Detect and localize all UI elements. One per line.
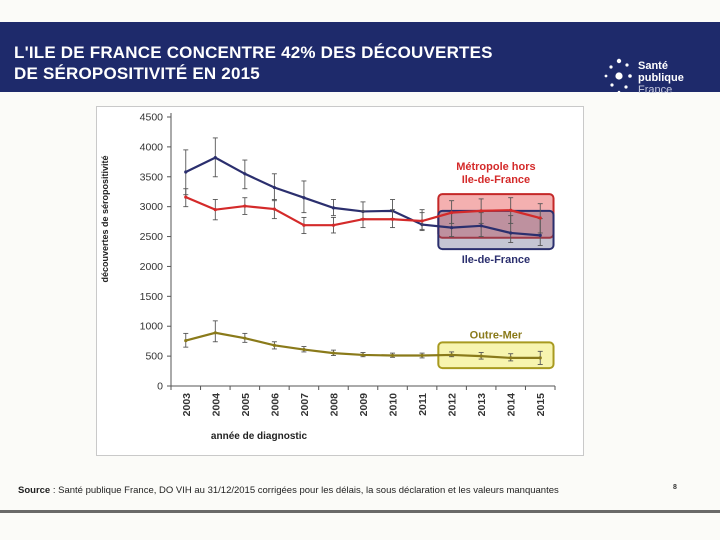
data-point-ile-de-france	[479, 224, 483, 228]
source-note: Source : Santé publique France, DO VIH a…	[18, 485, 559, 496]
slide-title: L'ILE DE FRANCE CONCENTRE 42% DES DÉCOUV…	[14, 42, 589, 84]
x-tick-label: 2007	[299, 393, 311, 417]
data-point-ile-de-france	[538, 233, 542, 237]
x-tick-label: 2008	[328, 393, 340, 417]
sante-publique-logo: Santé publique France	[602, 58, 712, 102]
line-chart: 0 500 1000 1500 2000 2500 3000 3500 4000 4500 2003…	[100, 112, 556, 442]
data-point-outre-mer	[479, 354, 483, 358]
slide-title-line2: DE SÉROPOSITIVITÉ EN 2015	[14, 64, 260, 83]
data-point-metropole-hors-ile-de-france	[450, 211, 454, 215]
data-point-ile-de-france	[272, 185, 276, 190]
y-tick-label: 2000	[140, 261, 164, 273]
chart-panel: 0 500 1000 1500 2000 2500 3000 3500 4000 4500 2003…	[96, 106, 584, 456]
footer-divider	[0, 510, 720, 513]
data-point-metropole-hors-ile-de-france	[243, 204, 247, 208]
data-point-outre-mer	[213, 331, 217, 335]
x-axis-label: année de diagnostic	[211, 431, 308, 442]
data-point-outre-mer	[361, 353, 365, 357]
data-point-metropole-hors-ile-de-france	[390, 217, 395, 221]
x-tick-label: 2014	[506, 393, 518, 417]
source-label: Source	[18, 485, 51, 496]
annotation-metropole-line1: Métropole hors	[456, 161, 535, 173]
source-text: : Santé publique France, DO VIH au 31/12…	[50, 485, 559, 496]
y-tick-label: 500	[145, 351, 163, 363]
data-point-metropole-hors-ile-de-france	[420, 219, 424, 223]
data-point-ile-de-france	[213, 156, 217, 160]
y-tick-label: 1500	[140, 291, 164, 303]
data-point-outre-mer	[243, 336, 247, 340]
annotation-metropole-line2: Ile-de-France	[462, 174, 530, 186]
logo-line1: Santé	[638, 60, 668, 72]
logo-line2: publique	[638, 72, 684, 84]
logo-dots-icon	[604, 58, 632, 94]
annotation-idf: Ile-de-France	[462, 254, 530, 266]
data-point-outre-mer	[450, 353, 454, 357]
x-tick-label: 2011	[417, 393, 429, 416]
x-tick-label: 2012	[447, 393, 459, 417]
y-tick-label: 0	[157, 381, 163, 393]
data-point-metropole-hors-ile-de-france	[184, 195, 188, 199]
data-point-metropole-hors-ile-de-france	[538, 216, 542, 220]
data-point-ile-de-france	[184, 170, 188, 174]
data-point-outre-mer	[272, 343, 276, 347]
data-point-outre-mer	[538, 356, 542, 360]
x-tick-label: 2006	[269, 393, 281, 417]
data-point-outre-mer	[302, 347, 306, 352]
data-point-metropole-hors-ile-de-france	[213, 208, 217, 212]
data-point-outre-mer	[331, 351, 336, 355]
data-point-metropole-hors-ile-de-france	[302, 223, 306, 227]
x-tick-label: 2010	[388, 393, 400, 417]
x-tick-label: 2003	[181, 393, 193, 417]
logo-line3: France	[638, 84, 673, 96]
data-point-ile-de-france	[331, 206, 336, 210]
x-tick-label: 2009	[358, 393, 370, 417]
y-tick-label: 3500	[140, 171, 164, 183]
annotation-outremer: Outre-Mer	[470, 329, 523, 341]
x-tick-label: 2013	[476, 393, 488, 417]
y-tick-label: 2500	[140, 231, 164, 243]
data-point-ile-de-france	[243, 172, 247, 176]
data-point-ile-de-france	[509, 231, 513, 235]
data-point-metropole-hors-ile-de-france	[361, 217, 365, 221]
y-tick-label: 3000	[140, 201, 164, 213]
data-point-outre-mer	[184, 338, 188, 343]
slide-title-line1: L'ILE DE FRANCE CONCENTRE 42% DES DÉCOUV…	[14, 43, 493, 62]
page-number: 8	[673, 484, 677, 491]
data-point-ile-de-france	[450, 225, 454, 230]
data-point-metropole-hors-ile-de-france	[479, 209, 483, 213]
data-point-outre-mer	[390, 353, 395, 358]
data-point-metropole-hors-ile-de-france	[272, 207, 276, 211]
y-tick-label: 4000	[140, 141, 164, 153]
data-point-metropole-hors-ile-de-france	[509, 208, 513, 212]
x-tick-label: 2015	[535, 393, 547, 417]
data-point-ile-de-france	[302, 196, 306, 200]
x-tick-label: 2004	[210, 393, 222, 417]
x-tick-label: 2005	[240, 393, 252, 417]
data-point-outre-mer	[509, 356, 513, 360]
y-axis-label: découvertes de séropositivité	[100, 155, 110, 282]
slide-header: L'ILE DE FRANCE CONCENTRE 42% DES DÉCOUV…	[0, 22, 720, 96]
data-point-outre-mer	[420, 353, 424, 358]
y-tick-label: 4500	[140, 112, 164, 124]
data-point-metropole-hors-ile-de-france	[331, 223, 336, 227]
y-tick-label: 1000	[140, 321, 164, 333]
